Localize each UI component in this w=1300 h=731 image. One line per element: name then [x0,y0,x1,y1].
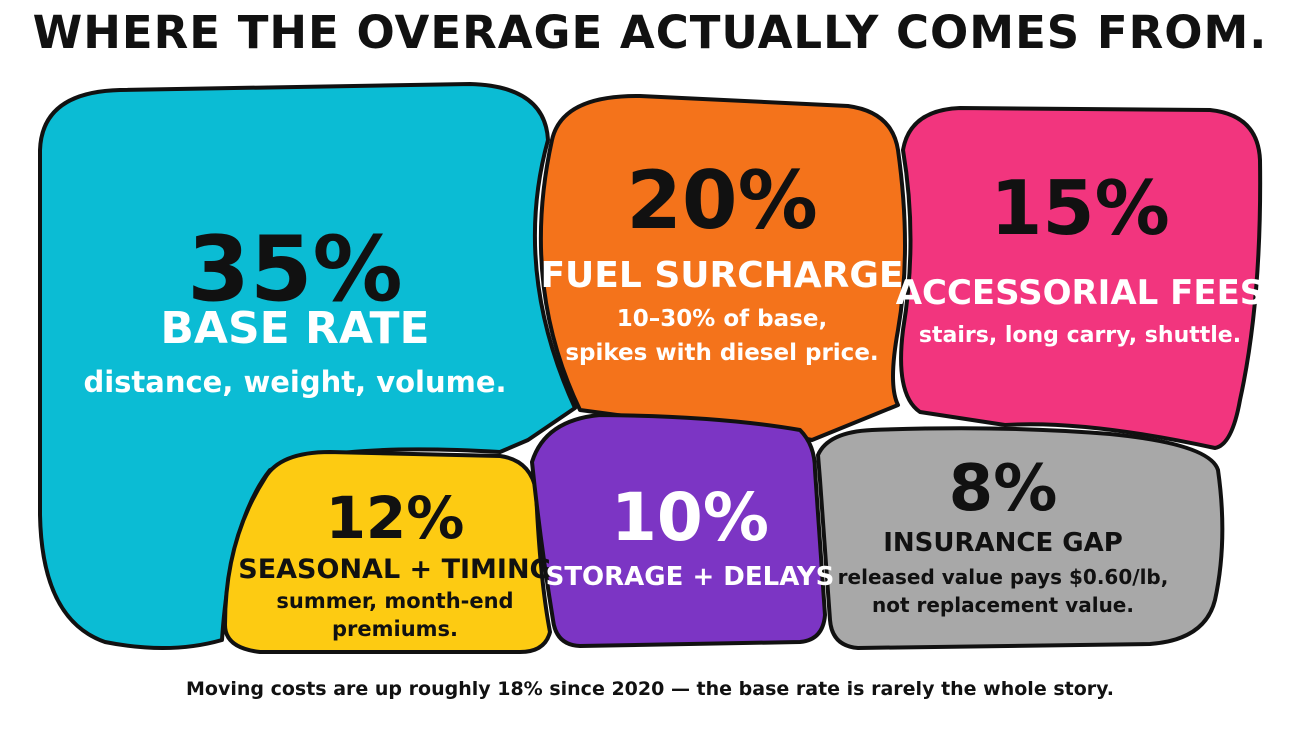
treemap-cell-accessorial [899,106,1263,450]
segment-label-seasonal: SEASONAL + TIMING [238,554,551,585]
segment-label-insurance: INSURANCE GAP [883,528,1123,558]
footer-note: Moving costs are up roughly 18% since 20… [185,678,1114,700]
treemap-cell-storage [530,413,827,648]
treemap-cell-fuel [538,93,907,442]
segment-pct-insurance: 8% [949,452,1058,526]
segment-pct-accessorial: 15% [990,164,1170,252]
treemap-cell-base [38,82,577,651]
segment-label-accessorial: ACCESSORIAL FEES [896,273,1265,313]
segment-desc-fuel: 10–30% of base, [617,306,827,332]
segment-pct-base: 35% [187,217,402,322]
segment-label-base: BASE RATE [160,303,429,354]
treemap-cell-insurance [816,426,1225,650]
segment-label-fuel: FUEL SURCHARGE [540,255,903,296]
segment-desc-insurance: released value pays $0.60/lb, [838,565,1169,589]
treemap-cell-seasonal [223,450,552,654]
segment-pct-seasonal: 12% [326,484,465,552]
segment-desc-accessorial: stairs, long carry, shuttle. [919,323,1241,348]
segment-pct-storage: 10% [611,479,769,556]
segment-pct-fuel: 20% [626,154,817,247]
segment-desc-base: distance, weight, volume. [83,365,506,399]
segment-desc-seasonal: summer, month-end [276,589,513,613]
segment-desc-fuel: spikes with diesel price. [565,340,878,366]
segment-label-storage: STORAGE + DELAYS [546,562,835,592]
segment-desc-insurance: not replacement value. [872,593,1134,617]
segment-desc-seasonal: premiums. [332,617,458,641]
chart-title: WHERE THE OVERAGE ACTUALLY COMES FROM. [32,6,1268,59]
